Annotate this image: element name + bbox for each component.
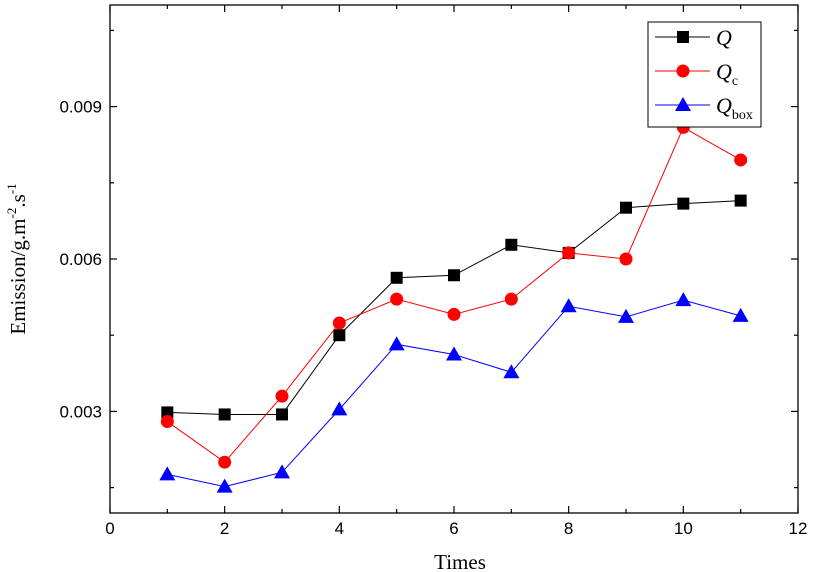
legend-label-sub: c (732, 74, 738, 89)
data-point (388, 336, 405, 351)
series-group (159, 120, 749, 493)
data-point (620, 201, 632, 214)
legend-label-main: Q (716, 93, 732, 118)
axes: 0 2 4 6 8 10 12 0.003 0.006 0.009 (59, 4, 808, 538)
legend-label: Qbox (716, 93, 753, 123)
x-tick-label: 6 (449, 519, 458, 538)
y-axis-label: Emission/g.m-2.s-1 (4, 183, 30, 334)
x-tick-label: 12 (789, 519, 808, 538)
data-point (390, 292, 404, 306)
data-point (505, 238, 518, 251)
x-tick-label: 10 (674, 519, 693, 538)
data-point (332, 316, 346, 330)
data-point (734, 194, 747, 207)
series-line (167, 299, 741, 488)
series-line (167, 200, 741, 415)
x-tick-label: 8 (564, 519, 573, 538)
legend-label-sub: box (732, 108, 753, 123)
x-axis-label: Times (434, 550, 486, 572)
data-point (275, 389, 289, 403)
y-tick-label: 0.006 (59, 250, 102, 269)
data-point (333, 329, 346, 342)
data-point (390, 271, 403, 284)
data-point (447, 307, 461, 321)
legend-label-main: Q (716, 25, 732, 50)
data-point (677, 197, 690, 210)
data-point (331, 401, 348, 416)
legend-marker (676, 64, 690, 78)
data-point (160, 415, 174, 429)
data-point (504, 292, 518, 306)
data-point (161, 406, 174, 419)
data-point (503, 364, 520, 379)
legend-label-main: Q (716, 59, 732, 84)
data-point (446, 346, 462, 361)
series-c (160, 120, 748, 469)
series-line (167, 126, 741, 463)
data-point (276, 408, 288, 421)
data-point (732, 307, 749, 322)
y-tick-label: 0.009 (59, 98, 102, 117)
data-point (618, 308, 634, 323)
legend-label: Q (716, 25, 732, 50)
data-point (562, 246, 576, 260)
legend-box (647, 21, 762, 128)
data-point (274, 464, 290, 479)
data-point (218, 408, 231, 421)
legend-marker (675, 97, 691, 111)
x-tick-label: 4 (335, 519, 344, 538)
x-tick-label: 2 (220, 519, 229, 538)
data-point (619, 252, 633, 266)
data-point (159, 466, 176, 481)
legend-marker (677, 31, 689, 43)
y-tick-label: 0.003 (59, 402, 102, 421)
data-point (448, 269, 460, 282)
data-point (216, 478, 233, 493)
series-box (159, 292, 749, 493)
data-point (218, 455, 232, 469)
legend-label: Qc (716, 59, 738, 89)
data-point (675, 292, 692, 307)
x-tick-label: 0 (105, 519, 114, 538)
data-point (734, 153, 748, 167)
data-point (560, 298, 577, 313)
